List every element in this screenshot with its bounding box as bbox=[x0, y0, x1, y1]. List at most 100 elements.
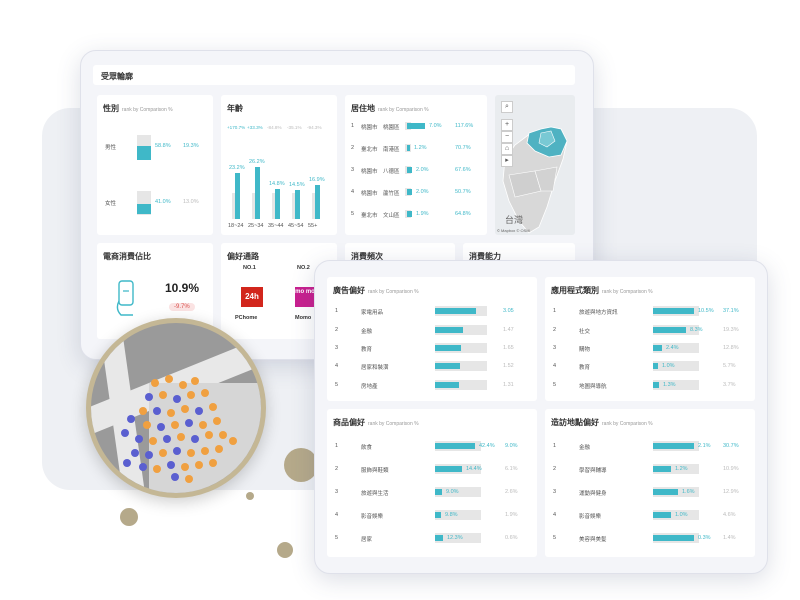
audience-dot bbox=[171, 473, 179, 481]
visit-bar-bg bbox=[653, 510, 699, 520]
visit-compare: 10.9% bbox=[723, 466, 739, 472]
visit-label: 美容與美髮 bbox=[579, 537, 607, 543]
product-bar bbox=[435, 466, 462, 472]
map-home-button[interactable]: ⌂ bbox=[501, 143, 513, 155]
product-bar bbox=[435, 443, 475, 449]
zoom-out-button[interactable]: − bbox=[501, 131, 513, 143]
audience-dot bbox=[201, 447, 209, 455]
age-bar bbox=[315, 185, 320, 219]
app-compare: 19.3% bbox=[723, 327, 739, 333]
audience-dot bbox=[159, 449, 167, 457]
product-label: 旅遊與生活 bbox=[361, 491, 389, 497]
audience-dot bbox=[191, 435, 199, 443]
product-bar-bg bbox=[435, 510, 481, 520]
product-compare: 0.6% bbox=[505, 535, 518, 541]
visit-compare: 12.9% bbox=[723, 489, 739, 495]
age-delta: +170.7% bbox=[227, 125, 246, 130]
age-label: 35~44 bbox=[268, 223, 284, 229]
channel-name-2: Momo bbox=[295, 315, 312, 321]
product-rank: 2 bbox=[335, 466, 339, 472]
product-bar-bg bbox=[435, 533, 481, 543]
ecommerce-delta-badge: -9.7% bbox=[169, 303, 195, 311]
visit-location-title: 造訪地點偏好 rank by Comparison % bbox=[551, 418, 653, 427]
residence-rank: 4 bbox=[351, 189, 355, 195]
residence-compare: 64.8% bbox=[455, 211, 471, 217]
ad-preference-title: 廣告偏好 rank by Comparison % bbox=[333, 286, 419, 295]
visit-rank: 1 bbox=[553, 443, 557, 449]
ad-pct: 1.65 bbox=[503, 345, 514, 351]
app-compare: 12.8% bbox=[723, 345, 739, 351]
audience-dot bbox=[131, 449, 139, 457]
app-rank: 4 bbox=[553, 363, 557, 369]
channels-title: 偏好通路 bbox=[227, 252, 259, 261]
age-value: 26.2% bbox=[249, 159, 265, 165]
zoom-in-button[interactable]: + bbox=[501, 119, 513, 131]
visit-bar bbox=[653, 535, 694, 541]
audience-dot bbox=[159, 391, 167, 399]
age-value: 23.2% bbox=[229, 165, 245, 171]
residence-pct: 2.0% bbox=[416, 167, 429, 173]
dashboard-title: 受眾輪廓 bbox=[101, 72, 133, 81]
age-delta: +33.3% bbox=[247, 125, 263, 130]
magnifier-lens bbox=[86, 318, 266, 498]
visit-bar bbox=[653, 489, 678, 495]
audience-dot bbox=[213, 417, 221, 425]
residence-panel: 居住地 rank by Comparison % 1 桃園市 桃園區 7.0% 117.6… bbox=[345, 95, 487, 235]
app-bar bbox=[653, 345, 662, 351]
gender-label: 男性 bbox=[105, 145, 117, 151]
residence-city: 臺北市 bbox=[361, 213, 378, 219]
app-bar bbox=[653, 327, 686, 333]
audience-dot bbox=[195, 461, 203, 469]
residence-district: 八德區 bbox=[383, 169, 400, 175]
taiwan-map[interactable] bbox=[495, 95, 575, 235]
audience-dot bbox=[173, 447, 181, 455]
residence-bar bbox=[407, 145, 410, 151]
app-rank: 3 bbox=[553, 345, 557, 351]
product-bar-bg bbox=[435, 487, 481, 497]
app-rank: 1 bbox=[553, 308, 557, 314]
age-delta: -94.3% bbox=[307, 125, 322, 130]
audience-dot bbox=[139, 407, 147, 415]
ad-bar-bg bbox=[435, 380, 487, 390]
audience-dot bbox=[153, 407, 161, 415]
age-label: 45~54 bbox=[288, 223, 304, 229]
residence-compare: 117.6% bbox=[455, 123, 474, 129]
app-bar-bg bbox=[653, 380, 699, 390]
product-label: 飲食 bbox=[361, 445, 373, 451]
age-value: 16.9% bbox=[309, 177, 325, 183]
visit-bar-bg bbox=[653, 464, 699, 474]
audience-dot bbox=[139, 463, 147, 471]
audience-dot bbox=[187, 391, 195, 399]
audience-dot bbox=[195, 407, 203, 415]
audience-dot bbox=[209, 403, 217, 411]
residence-bar bbox=[407, 123, 425, 129]
audience-dot bbox=[173, 395, 181, 403]
gender-title: 性別 rank by Comparison % bbox=[103, 104, 173, 113]
app-bar bbox=[653, 308, 694, 314]
age-bar bbox=[295, 190, 300, 219]
residence-city: 桃園市 bbox=[361, 125, 378, 131]
audience-dot bbox=[191, 377, 199, 385]
age-label: 55+ bbox=[308, 223, 318, 229]
residence-rank: 2 bbox=[351, 145, 355, 151]
app-category-panel: 應用程式類別 rank by Comparison % 1 旅遊與地方資訊 10.5%… bbox=[545, 277, 755, 401]
ad-label: 房地產 bbox=[361, 384, 378, 390]
app-compare: 5.7% bbox=[723, 363, 736, 369]
momo-logo: mo mo bbox=[295, 287, 315, 307]
map-play-button[interactable]: ▸ bbox=[501, 155, 513, 167]
audience-dot bbox=[127, 415, 135, 423]
product-rank: 1 bbox=[335, 443, 339, 449]
product-pct: 9.0% bbox=[446, 489, 459, 495]
app-label: 地圖與導航 bbox=[579, 384, 607, 390]
product-preference-title: 商品偏好 rank by Comparison % bbox=[333, 418, 419, 427]
audience-dot bbox=[229, 437, 237, 445]
residence-rank: 3 bbox=[351, 167, 355, 173]
visit-compare: 4.6% bbox=[723, 512, 736, 518]
audience-dot bbox=[179, 381, 187, 389]
map-search-button[interactable]: ⌕ bbox=[501, 101, 513, 113]
gender-pct: 58.8% bbox=[155, 143, 171, 149]
map-panel[interactable]: ⌕ + − ⌂ ▸ 台灣 © Mapbox © OSM bbox=[495, 95, 575, 235]
visit-rank: 2 bbox=[553, 466, 557, 472]
ad-pct: 3.05 bbox=[503, 308, 514, 314]
channel-rank-1: NO.1 bbox=[243, 265, 256, 271]
